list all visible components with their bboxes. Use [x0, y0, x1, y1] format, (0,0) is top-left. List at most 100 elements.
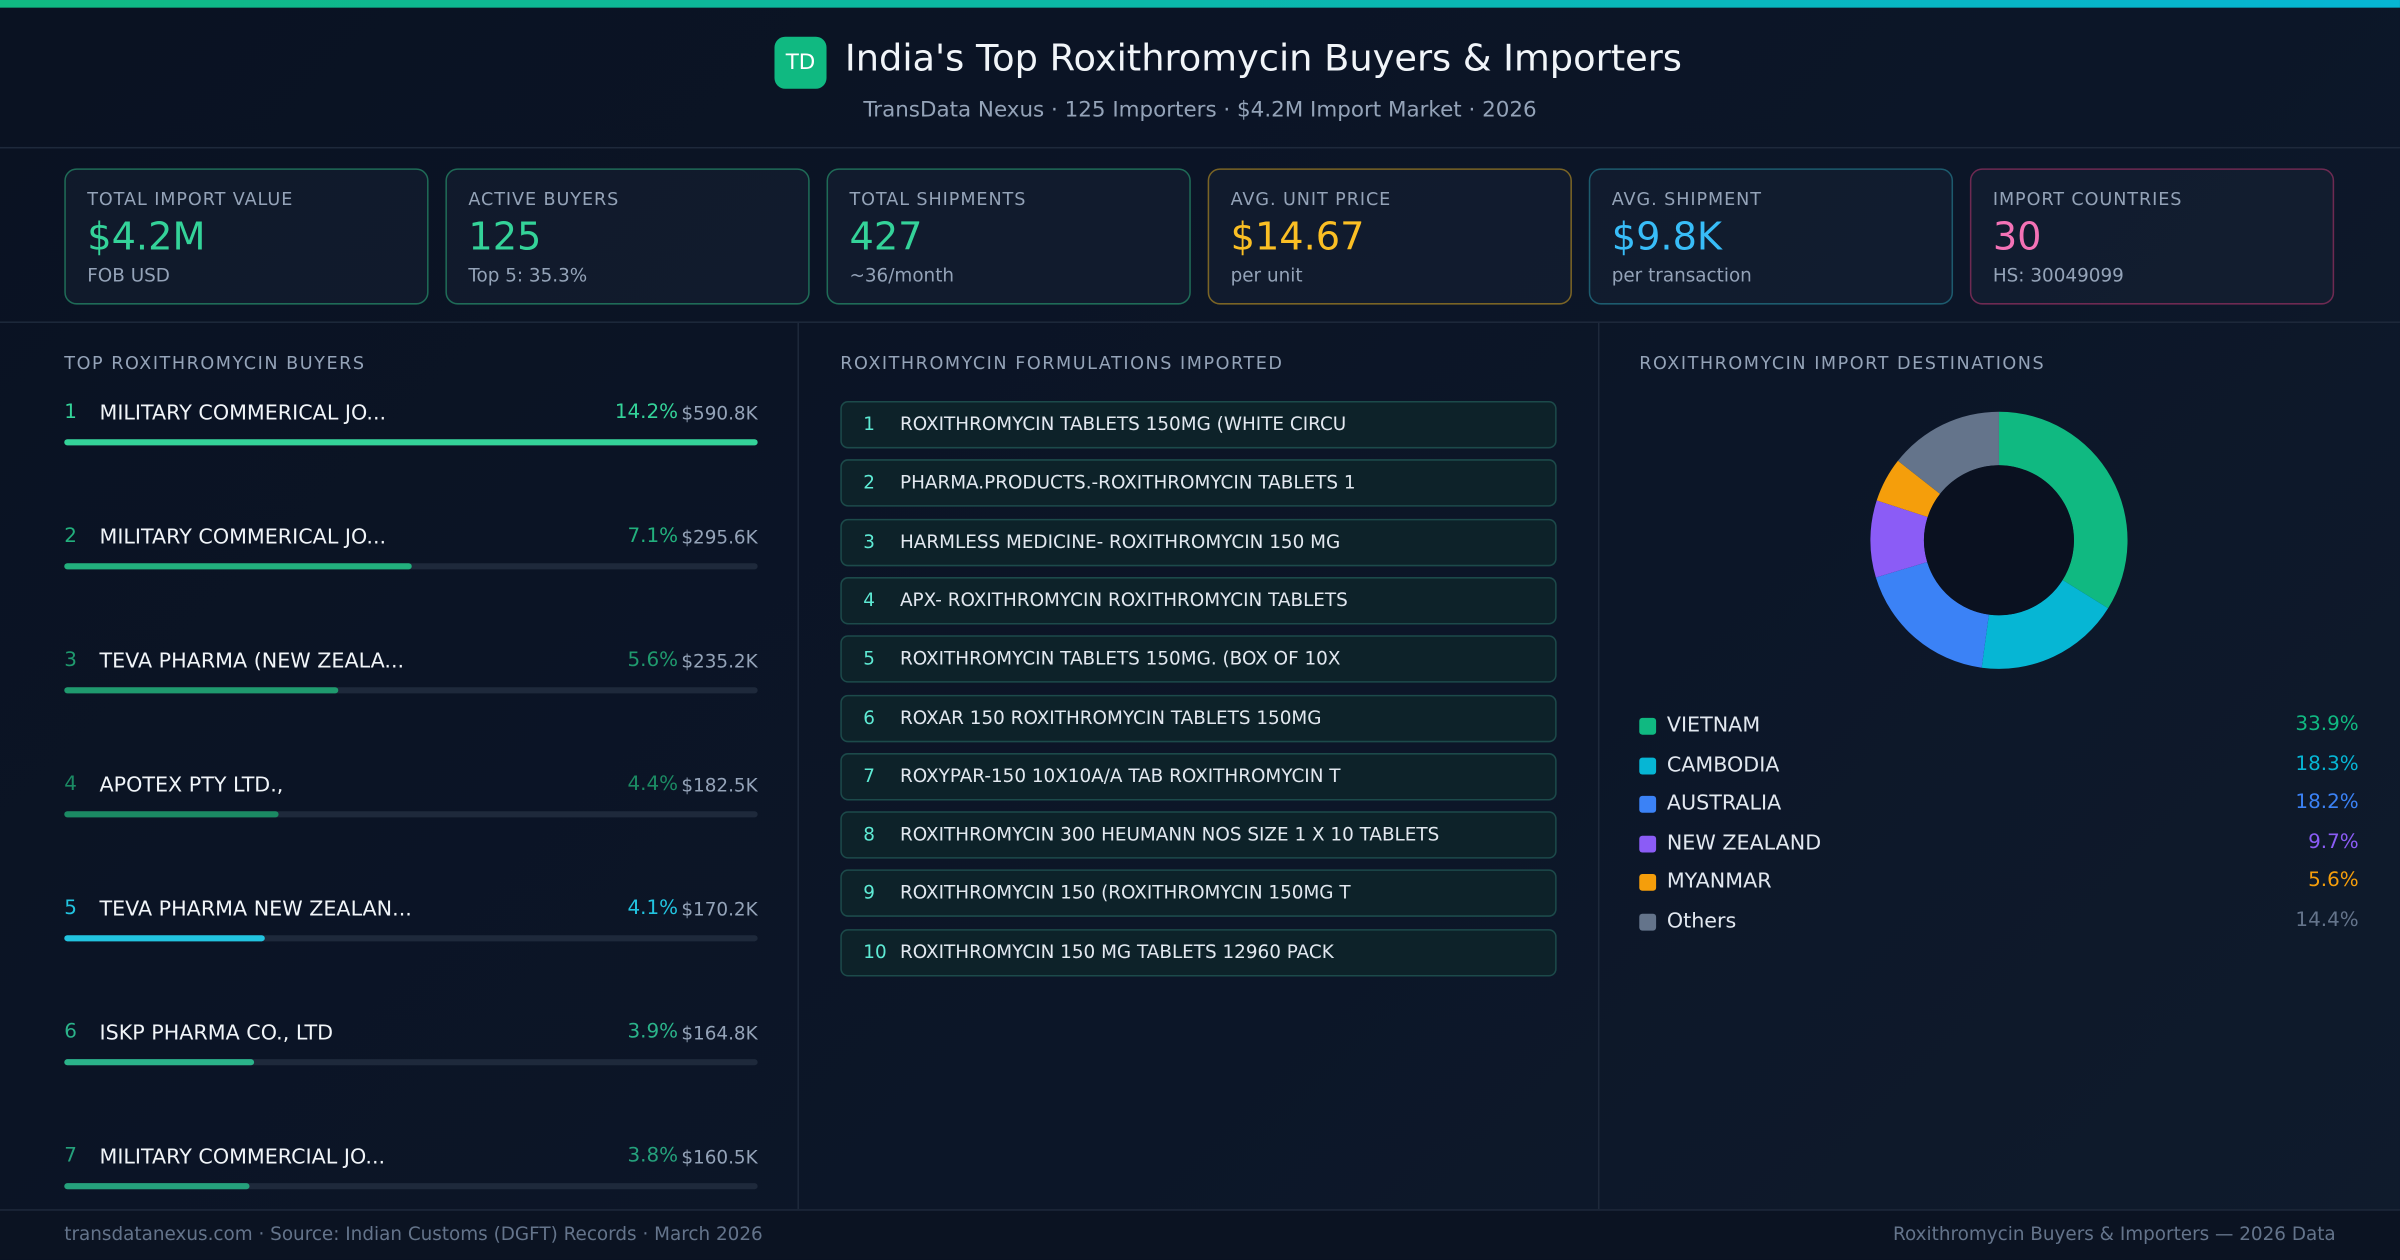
- bar-track: [64, 1059, 758, 1066]
- legend-value: 18.3%: [2295, 752, 2359, 776]
- donut-slice: [1998, 411, 2128, 609]
- title: India's Top Roxithromycin Buyers & Impor…: [844, 36, 1682, 80]
- buyer-bar: [64, 439, 758, 446]
- destinations-heading: ROXITHROMYCIN IMPORT DESTINATIONS: [1639, 352, 2046, 374]
- donut-slice: [1870, 500, 1928, 578]
- bar-track: [64, 1183, 758, 1190]
- buyer-value: $182.5K: [681, 774, 758, 796]
- kpi-value: 427: [849, 214, 923, 259]
- formulation-item: 2 PHARMA.PRODUCTS.-ROXITHROMYCIN TABLETS …: [840, 459, 1557, 508]
- buyer-bar: [64, 1059, 255, 1066]
- kpi-card: TOTAL SHIPMENTS 427 ~36/month: [826, 168, 1191, 305]
- kpi-value: $14.67: [1230, 214, 1365, 259]
- formulation-item: 4 APX- ROXITHROMYCIN ROXITHROMYCIN TABLET…: [840, 576, 1557, 625]
- kpi-label: AVG. SHIPMENT: [1611, 188, 1762, 210]
- kpi-sub: Top 5: 35.3%: [468, 264, 588, 287]
- formulation-rank: 4: [863, 589, 875, 611]
- kpi-card: AVG. UNIT PRICE $14.67 per unit: [1207, 168, 1572, 305]
- buyer-name: TEVA PHARMA NEW ZEALAN...: [99, 896, 412, 922]
- footer-left: transdatanexus.com · Source: Indian Cust…: [64, 1222, 763, 1245]
- kpi-sub: FOB USD: [87, 264, 170, 287]
- donut-chart: [1870, 411, 2128, 669]
- buyer-share: 4.1%: [627, 896, 679, 920]
- kpi-sub: ~36/month: [849, 264, 955, 287]
- kpi-sub: per unit: [1230, 264, 1303, 287]
- formulation-name: ROXYPAR-150 10X10A/A TAB ROXITHROMYCIN T: [899, 764, 1341, 787]
- buyer-rank: 6: [64, 1020, 77, 1044]
- buyer-rank: 1: [64, 401, 77, 424]
- formulation-name: HARMLESS MEDICINE- ROXITHROMYCIN 150 MG: [899, 530, 1341, 552]
- legend-value: 14.4%: [2295, 909, 2359, 933]
- formulation-rank: 9: [863, 882, 875, 904]
- kpi-sub: per transaction: [1611, 264, 1752, 287]
- column-divider: [1597, 322, 1600, 1210]
- kpi-value: $9.8K: [1611, 214, 1723, 259]
- footer: [0, 1209, 2400, 1260]
- kpi-label: TOTAL SHIPMENTS: [849, 188, 1027, 210]
- formulation-rank: 5: [863, 647, 875, 670]
- formulation-item: 3 HARMLESS MEDICINE- ROXITHROMYCIN 150 MG: [840, 518, 1557, 566]
- legend-value: 33.9%: [2295, 713, 2359, 737]
- formulation-name: ROXITHROMYCIN 150 MG TABLETS 12960 PACK: [899, 940, 1334, 963]
- formulation-name: ROXITHROMYCIN 150 (ROXITHROMYCIN 150MG T: [899, 882, 1351, 904]
- buyer-share: 7.1%: [627, 524, 679, 548]
- divider: [0, 146, 2400, 149]
- formulations-heading: ROXITHROMYCIN FORMULATIONS IMPORTED: [840, 352, 1284, 374]
- buyer-share: 3.8%: [627, 1144, 679, 1168]
- formulation-rank: 1: [863, 413, 875, 435]
- buyer-name: APOTEX PTY LTD.,: [99, 772, 284, 798]
- donut-hole: [1923, 465, 2074, 616]
- buyer-name: MILITARY COMMERICAL JO...: [99, 524, 387, 550]
- formulation-item: 6 ROXAR 150 ROXITHROMYCIN TABLETS 150MG: [840, 694, 1557, 742]
- formulation-rank: 8: [863, 823, 875, 846]
- buyer-value: $590.8K: [681, 402, 758, 424]
- subtitle: TransData Nexus · 125 Importers · $4.2M …: [863, 97, 1537, 123]
- formulation-item: 1 ROXITHROMYCIN TABLETS 150MG (WHITE CIRC…: [840, 401, 1557, 449]
- donut-slice: [1981, 579, 2109, 669]
- kpi-card: ACTIVE BUYERS 125 Top 5: 35.3%: [445, 168, 810, 305]
- formulation-rank: 3: [863, 530, 875, 552]
- kpi-card: IMPORT COUNTRIES 30 HS: 30049099: [1969, 168, 2335, 305]
- buyer-bar: [64, 811, 280, 818]
- formulation-item: 10 ROXITHROMYCIN 150 MG TABLETS 12960 PAC…: [840, 928, 1557, 977]
- donut-slice: [1875, 561, 1989, 668]
- kpi-card: TOTAL IMPORT VALUE $4.2M FOB USD: [64, 168, 429, 305]
- buyer-rank: 5: [64, 896, 77, 920]
- legend-value: 18.2%: [2295, 791, 2359, 815]
- formulation-rank: 10: [863, 940, 887, 963]
- legend-value: 9.7%: [2308, 830, 2359, 854]
- kpi-label: AVG. UNIT PRICE: [1230, 188, 1392, 210]
- buyer-bar: [64, 935, 265, 942]
- legend-swatch: [1639, 757, 1657, 774]
- buyer-bar: [64, 1183, 250, 1190]
- buyer-rank: 7: [64, 1144, 77, 1168]
- buyer-rank: 2: [64, 524, 77, 548]
- buyer-name: MILITARY COMMERICAL JO...: [99, 401, 387, 426]
- formulation-item: 8 ROXITHROMYCIN 300 HEUMANN NOS SIZE 1 X …: [840, 811, 1557, 859]
- legend-name: VIETNAM: [1666, 713, 1761, 738]
- footer-right: Roxithromycin Buyers & Importers — 2026 …: [1893, 1222, 2336, 1245]
- buyer-value: $164.8K: [681, 1022, 758, 1044]
- buyer-value: $160.5K: [681, 1146, 758, 1168]
- bar-track: [64, 687, 758, 694]
- kpi-label: IMPORT COUNTRIES: [1992, 188, 2183, 210]
- formulation-name: PHARMA.PRODUCTS.-ROXITHROMYCIN TABLETS 1: [899, 471, 1356, 494]
- formulation-name: APX- ROXITHROMYCIN ROXITHROMYCIN TABLETS: [899, 589, 1348, 611]
- kpi-value: 125: [468, 214, 542, 259]
- legend-swatch: [1639, 717, 1657, 735]
- legend-name: NEW ZEALAND: [1666, 830, 1822, 856]
- legend-name: Others: [1666, 909, 1737, 934]
- kpi-value: 30: [1992, 214, 2042, 259]
- donut-slice: [1876, 460, 1941, 518]
- kpi-value: $4.2M: [87, 214, 206, 259]
- buyer-name: TEVA PHARMA (NEW ZEALA...: [99, 648, 405, 674]
- buyer-name: ISKP PHARMA CO., LTD: [99, 1020, 334, 1046]
- buyer-value: $170.2K: [681, 898, 758, 920]
- donut-slice: [1897, 411, 1999, 494]
- formulation-name: ROXITHROMYCIN TABLETS 150MG. (BOX OF 10X: [899, 647, 1341, 670]
- buyer-bar: [64, 563, 411, 570]
- bar-track: [64, 935, 758, 942]
- legend-swatch: [1639, 913, 1657, 931]
- buyer-rank: 3: [64, 648, 77, 672]
